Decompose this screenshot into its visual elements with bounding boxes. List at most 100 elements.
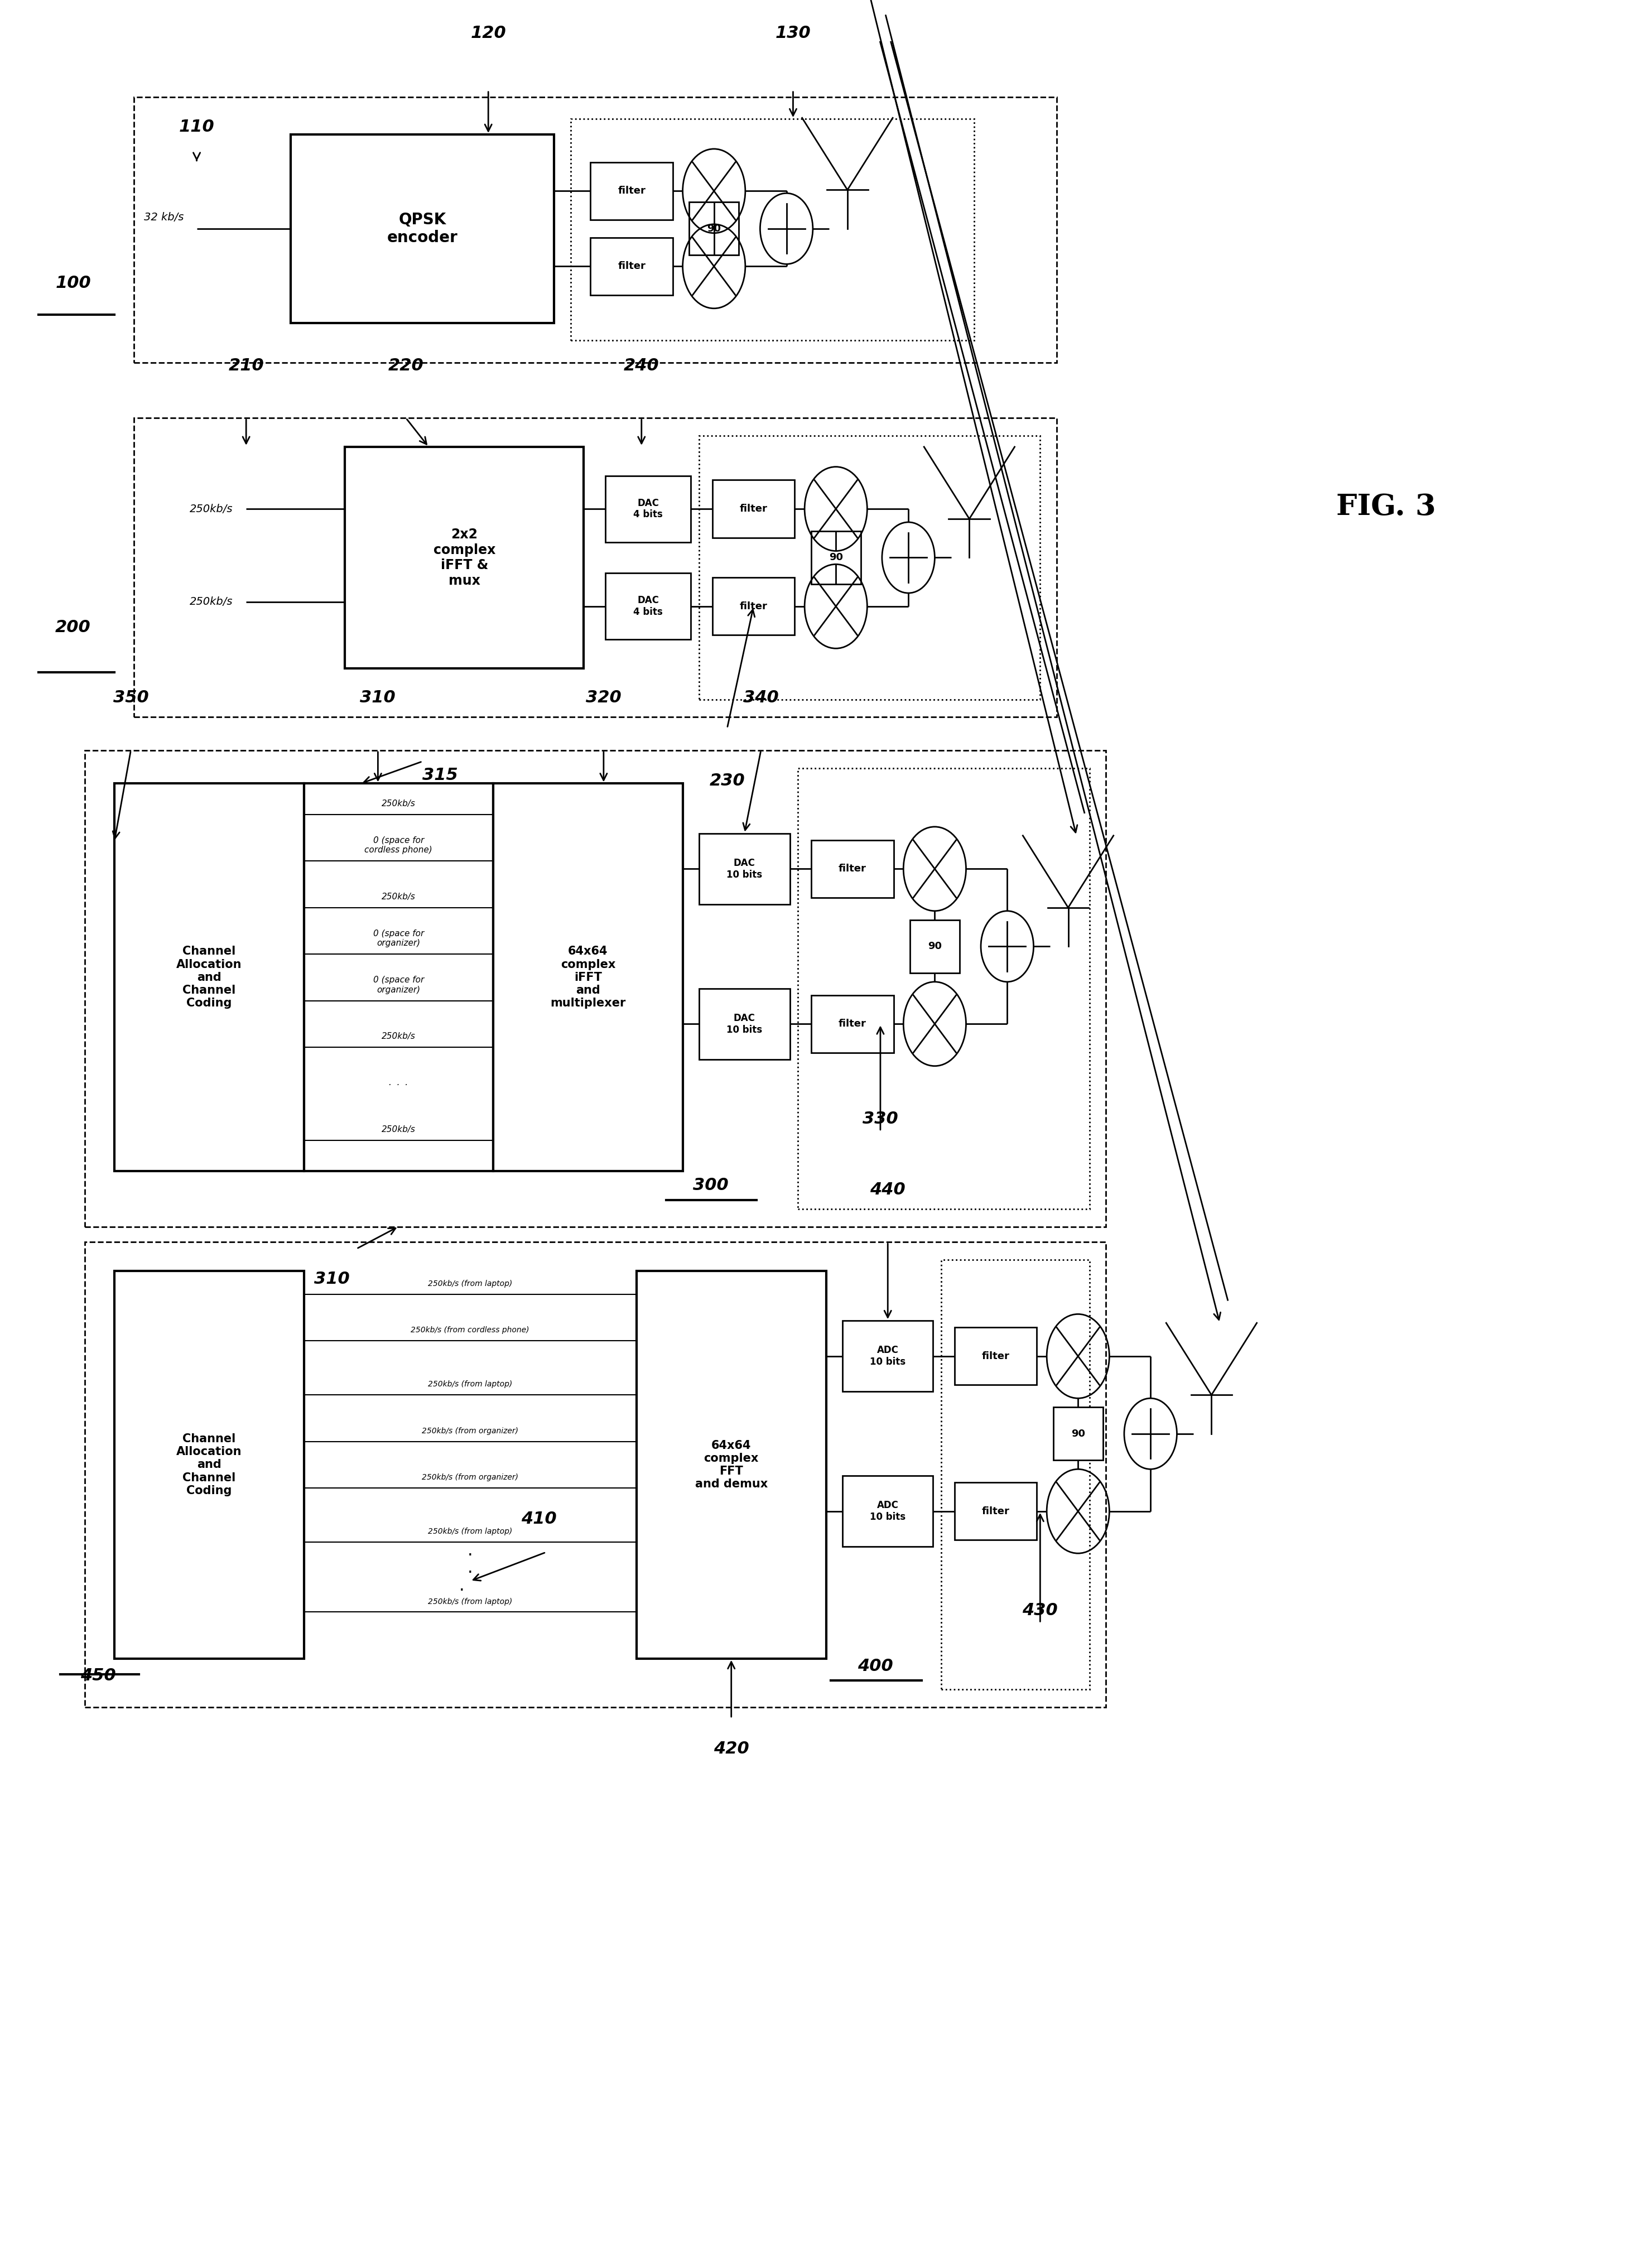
- Text: filter: filter: [740, 601, 768, 612]
- Text: 0 (space for
organizer): 0 (space for organizer): [373, 976, 425, 994]
- Text: 440: 440: [871, 1181, 905, 1197]
- Text: 250kb/s (from cordless phone): 250kb/s (from cordless phone): [411, 1326, 529, 1335]
- Bar: [699, 989, 790, 1059]
- Text: 250kb/s (from laptop): 250kb/s (from laptop): [428, 1597, 512, 1606]
- Text: .: .: [468, 1543, 472, 1559]
- Text: 330: 330: [862, 1111, 899, 1127]
- Text: filter: filter: [839, 863, 866, 874]
- Text: 250kb/s (from organizer): 250kb/s (from organizer): [421, 1428, 519, 1434]
- Text: ADC
10 bits: ADC 10 bits: [871, 1500, 905, 1523]
- Text: filter: filter: [981, 1351, 1009, 1362]
- Text: 90: 90: [829, 553, 843, 562]
- Text: 400: 400: [857, 1658, 894, 1674]
- Bar: [811, 840, 894, 897]
- Bar: [114, 784, 304, 1170]
- Bar: [291, 136, 553, 323]
- Text: 0 (space for
cordless phone): 0 (space for cordless phone): [365, 836, 433, 854]
- Text: 2x2
complex
iFFT &
mux: 2x2 complex iFFT & mux: [433, 529, 496, 587]
- Text: 410: 410: [522, 1511, 557, 1527]
- Text: 310: 310: [360, 689, 396, 707]
- Bar: [590, 237, 672, 296]
- Bar: [114, 1272, 304, 1658]
- Text: 120: 120: [471, 25, 506, 41]
- Text: .: .: [468, 1561, 472, 1577]
- Bar: [605, 574, 691, 639]
- Text: filter: filter: [839, 1019, 866, 1028]
- Bar: [843, 1475, 933, 1547]
- Text: 250kb/s (from laptop): 250kb/s (from laptop): [428, 1279, 512, 1288]
- Text: filter: filter: [618, 262, 646, 271]
- Text: 210: 210: [228, 357, 264, 373]
- Text: .  .  .: . . .: [388, 1080, 408, 1087]
- Text: filter: filter: [618, 185, 646, 197]
- Text: 450: 450: [79, 1667, 116, 1683]
- Text: 230: 230: [709, 773, 745, 788]
- Text: filter: filter: [740, 504, 768, 513]
- Text: 250kb/s: 250kb/s: [382, 1125, 416, 1134]
- Text: 220: 220: [388, 357, 423, 373]
- Text: 64x64
complex
FFT
and demux: 64x64 complex FFT and demux: [695, 1439, 768, 1489]
- Text: DAC
10 bits: DAC 10 bits: [727, 1012, 762, 1035]
- Text: 300: 300: [692, 1177, 729, 1193]
- Bar: [910, 919, 960, 974]
- Text: DAC
4 bits: DAC 4 bits: [633, 497, 662, 520]
- Bar: [689, 201, 738, 255]
- Text: .: .: [459, 1579, 464, 1595]
- Bar: [955, 1482, 1037, 1541]
- Text: 320: 320: [586, 689, 621, 707]
- Bar: [699, 436, 1041, 700]
- Text: 32 kb/s: 32 kb/s: [144, 212, 183, 224]
- Bar: [811, 996, 894, 1053]
- Text: 250kb/s: 250kb/s: [382, 1032, 416, 1041]
- Text: 200: 200: [56, 619, 91, 635]
- Text: ADC
10 bits: ADC 10 bits: [871, 1346, 905, 1367]
- Text: 250kb/s: 250kb/s: [190, 596, 233, 608]
- Text: 90: 90: [707, 224, 720, 233]
- Bar: [345, 447, 583, 669]
- Bar: [942, 1261, 1090, 1690]
- Text: 100: 100: [56, 276, 91, 291]
- Bar: [570, 120, 975, 341]
- Text: DAC
10 bits: DAC 10 bits: [727, 858, 762, 879]
- Text: 340: 340: [743, 689, 778, 707]
- Bar: [712, 578, 795, 635]
- Text: 0 (space for
organizer): 0 (space for organizer): [373, 928, 425, 947]
- Text: 250kb/s (from laptop): 250kb/s (from laptop): [428, 1380, 512, 1389]
- Bar: [798, 768, 1090, 1209]
- Text: 250kb/s: 250kb/s: [382, 800, 416, 809]
- Text: 130: 130: [775, 25, 811, 41]
- Text: 350: 350: [112, 689, 149, 707]
- Text: 90: 90: [1070, 1428, 1085, 1439]
- Text: 64x64
complex
iFFT
and
multiplexer: 64x64 complex iFFT and multiplexer: [550, 947, 626, 1010]
- Bar: [134, 97, 1057, 364]
- Bar: [590, 163, 672, 219]
- Bar: [84, 750, 1107, 1227]
- Bar: [955, 1328, 1037, 1385]
- Text: 250kb/s: 250kb/s: [190, 504, 233, 515]
- Text: Channel
Allocation
and
Channel
Coding: Channel Allocation and Channel Coding: [177, 1432, 241, 1495]
- Bar: [84, 1242, 1107, 1708]
- Text: 430: 430: [1023, 1602, 1057, 1620]
- Text: QPSK
encoder: QPSK encoder: [387, 212, 458, 246]
- Text: filter: filter: [981, 1507, 1009, 1516]
- Text: FIG. 3: FIG. 3: [1336, 492, 1436, 522]
- Text: 310: 310: [314, 1272, 350, 1288]
- Bar: [699, 834, 790, 904]
- Bar: [494, 784, 682, 1170]
- Text: 420: 420: [714, 1739, 748, 1758]
- Text: 240: 240: [624, 357, 659, 373]
- Bar: [1054, 1407, 1104, 1459]
- Bar: [134, 418, 1057, 716]
- Text: 250kb/s (from laptop): 250kb/s (from laptop): [428, 1527, 512, 1536]
- Text: DAC
4 bits: DAC 4 bits: [633, 596, 662, 617]
- Bar: [605, 477, 691, 542]
- Bar: [811, 531, 861, 585]
- Bar: [304, 784, 494, 1170]
- Bar: [843, 1322, 933, 1392]
- Text: 250kb/s (from organizer): 250kb/s (from organizer): [421, 1473, 519, 1482]
- Text: 90: 90: [928, 942, 942, 951]
- Text: Channel
Allocation
and
Channel
Coding: Channel Allocation and Channel Coding: [177, 947, 241, 1010]
- Bar: [636, 1272, 826, 1658]
- Text: 315: 315: [423, 768, 458, 784]
- Text: 110: 110: [178, 120, 215, 136]
